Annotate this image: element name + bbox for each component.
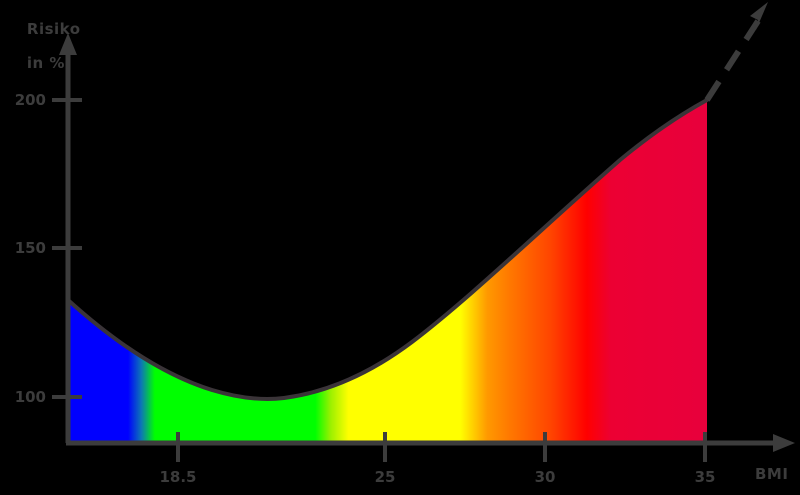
x-tick-label-18-5: 18.5 [159, 468, 197, 486]
y-axis [59, 33, 77, 443]
y-tick-label-200: 200 [14, 91, 46, 109]
y-tick-marks [52, 98, 82, 399]
x-axis-title: BMI [755, 465, 789, 483]
x-tick-marks [176, 432, 707, 462]
trend-extension-arrow [704, 2, 768, 102]
x-tick-label-35: 35 [694, 468, 716, 486]
y-axis-title: Risiko in % [4, 4, 81, 89]
x-tick-label-25: 25 [374, 468, 396, 486]
y-tick-label-150: 150 [14, 239, 46, 257]
risk-curve [66, 98, 709, 402]
x-axis [66, 434, 795, 452]
x-tick-label-30: 30 [534, 468, 556, 486]
risk-area-fill [68, 100, 707, 443]
y-tick-label-100: 100 [14, 388, 46, 406]
y-axis-title-line2: in % [26, 54, 65, 72]
y-axis-title-line1: Risiko [26, 20, 81, 38]
